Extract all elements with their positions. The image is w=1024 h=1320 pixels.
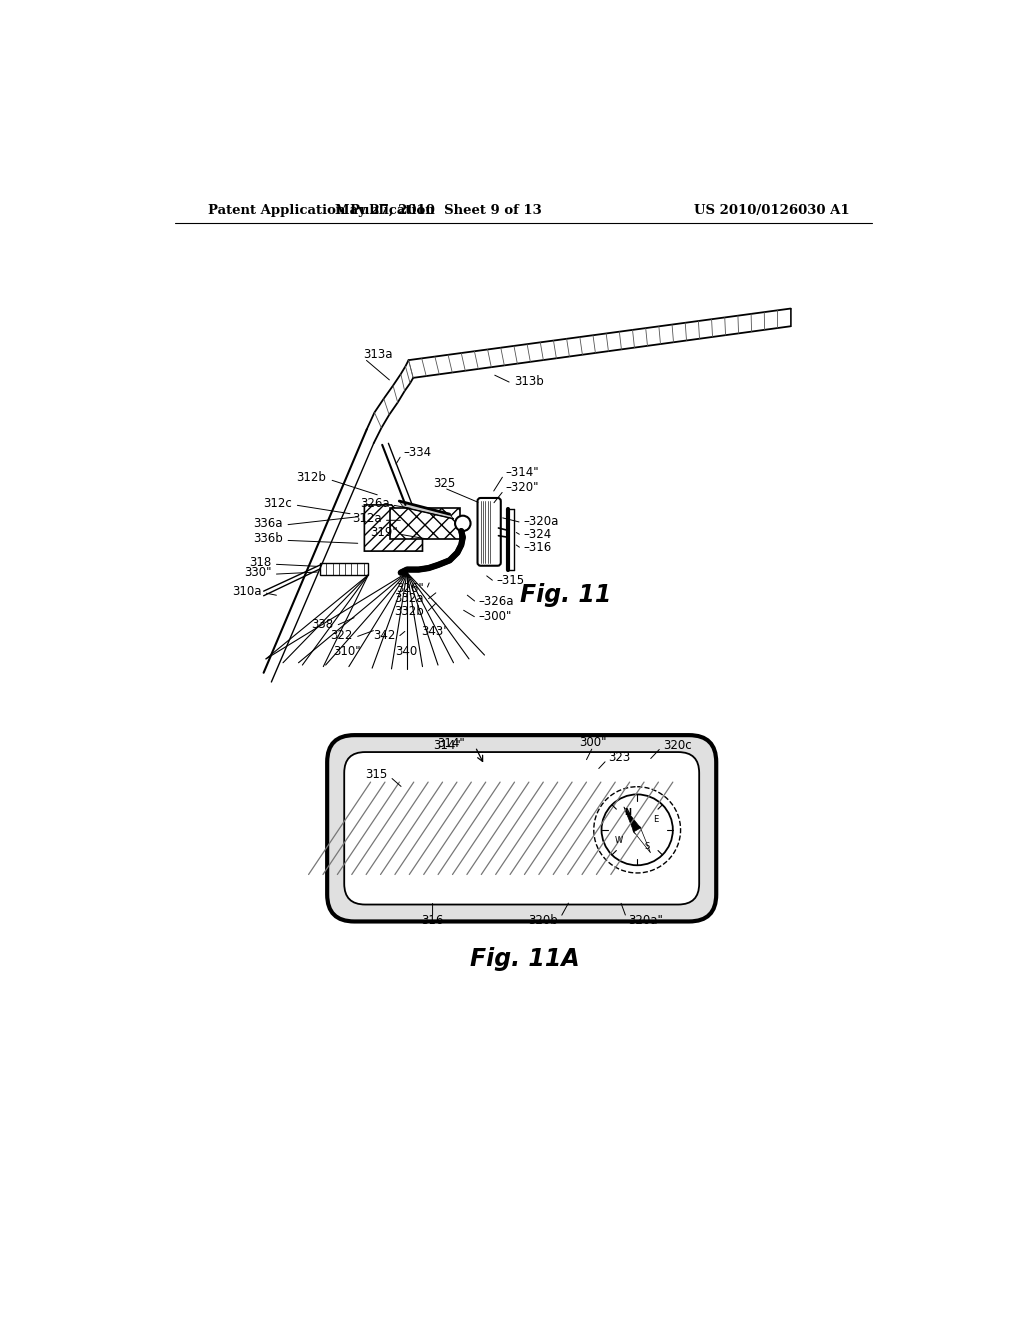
Text: 315: 315 xyxy=(366,768,388,781)
Text: 338: 338 xyxy=(311,618,334,631)
Text: 313a: 313a xyxy=(362,348,392,362)
Polygon shape xyxy=(634,828,650,853)
Text: 340: 340 xyxy=(395,644,418,657)
Ellipse shape xyxy=(455,516,471,531)
Text: 332b: 332b xyxy=(394,605,424,618)
Text: 325: 325 xyxy=(433,477,456,490)
Text: W: W xyxy=(614,836,623,845)
Text: 330": 330" xyxy=(244,566,271,579)
Text: 320b: 320b xyxy=(528,915,558,927)
Text: 318: 318 xyxy=(249,556,271,569)
Text: N: N xyxy=(624,808,631,817)
Text: 322: 322 xyxy=(331,630,352,643)
Text: 310a: 310a xyxy=(231,585,261,598)
Text: E: E xyxy=(653,814,658,824)
Polygon shape xyxy=(399,502,454,519)
Text: Patent Application Publication: Patent Application Publication xyxy=(208,205,434,218)
Text: –300": –300" xyxy=(478,610,512,623)
Text: 320a": 320a" xyxy=(628,915,663,927)
Text: Fig. 11A: Fig. 11A xyxy=(470,948,580,972)
FancyBboxPatch shape xyxy=(344,752,699,904)
Text: 314": 314" xyxy=(437,737,465,750)
Text: 310": 310" xyxy=(333,644,360,657)
Circle shape xyxy=(601,795,673,866)
Text: 319": 319" xyxy=(370,527,397,539)
Text: 312b: 312b xyxy=(297,471,327,484)
FancyBboxPatch shape xyxy=(328,735,716,921)
Text: –316: –316 xyxy=(523,541,552,554)
Text: –320": –320" xyxy=(506,482,539,495)
Text: –315: –315 xyxy=(496,574,524,587)
Bar xyxy=(321,564,369,576)
Bar xyxy=(390,508,460,539)
Text: 312c: 312c xyxy=(263,496,292,510)
Text: 336a: 336a xyxy=(254,517,283,529)
Text: 312a: 312a xyxy=(352,512,382,525)
Text: 316: 316 xyxy=(422,915,443,927)
Text: 300": 300" xyxy=(580,735,607,748)
Text: US 2010/0126030 A1: US 2010/0126030 A1 xyxy=(693,205,849,218)
Text: 332a: 332a xyxy=(394,593,424,606)
Text: 342: 342 xyxy=(373,630,395,643)
Text: May 27, 2010  Sheet 9 of 13: May 27, 2010 Sheet 9 of 13 xyxy=(335,205,542,218)
Circle shape xyxy=(633,826,641,834)
Text: Fig. 11: Fig. 11 xyxy=(520,583,611,607)
Text: 336b: 336b xyxy=(253,532,283,545)
Text: –320a: –320a xyxy=(523,515,559,528)
Text: 326a: 326a xyxy=(360,496,390,510)
Text: 314": 314" xyxy=(433,739,461,751)
Text: 320c: 320c xyxy=(663,739,691,751)
Text: S: S xyxy=(644,842,649,851)
Text: 326": 326" xyxy=(396,582,424,594)
Text: –314": –314" xyxy=(506,466,539,479)
Text: –334: –334 xyxy=(403,446,431,459)
Polygon shape xyxy=(365,506,423,552)
Text: –326a: –326a xyxy=(478,594,514,607)
Polygon shape xyxy=(624,807,641,832)
Text: 323: 323 xyxy=(608,751,631,764)
Text: –324: –324 xyxy=(523,528,552,541)
Text: 313b: 313b xyxy=(514,375,544,388)
Text: 343': 343' xyxy=(421,624,446,638)
